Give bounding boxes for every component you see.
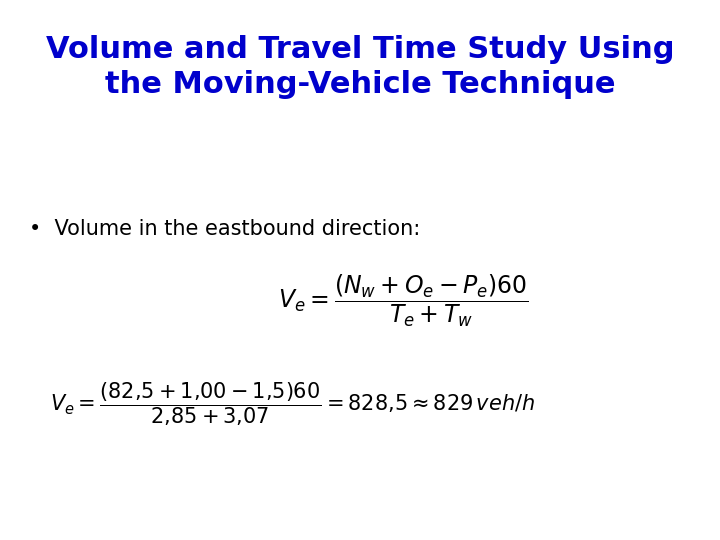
Text: $V_e = \dfrac{(82{,}5 + 1{,}00 - 1{,}5)60}{2{,}85 + 3{,}07} = 828{,}5 \approx 82: $V_e = \dfrac{(82{,}5 + 1{,}00 - 1{,}5)6…	[50, 381, 536, 428]
Text: $V_e = \dfrac{(N_w + O_e - P_e)60}{T_e + T_w}$: $V_e = \dfrac{(N_w + O_e - P_e)60}{T_e +…	[278, 273, 528, 329]
Text: •  Volume in the eastbound direction:: • Volume in the eastbound direction:	[29, 219, 420, 239]
Text: Volume and Travel Time Study Using
the Moving-Vehicle Technique: Volume and Travel Time Study Using the M…	[46, 35, 674, 99]
